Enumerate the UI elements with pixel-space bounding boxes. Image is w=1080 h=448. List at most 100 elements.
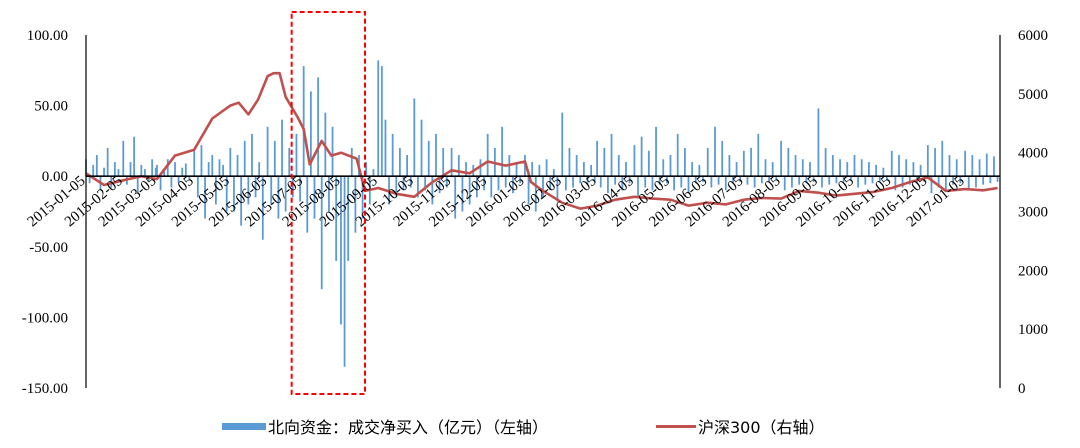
- net-buy-bar: [450, 147, 453, 177]
- left-tick-label: 0.00: [42, 169, 68, 185]
- net-buy-bar: [875, 164, 878, 177]
- net-buy-bar: [545, 159, 548, 177]
- net-buy-bar: [512, 176, 514, 194]
- net-buy-bar: [340, 176, 342, 325]
- net-buy-bar: [878, 176, 881, 182]
- net-buy-bar: [857, 176, 859, 188]
- net-buy-bar: [621, 176, 624, 191]
- net-buy-bar: [771, 162, 774, 177]
- net-buy-bar: [254, 176, 257, 198]
- net-buy-bar: [156, 164, 158, 177]
- net-buy-bar: [640, 136, 643, 177]
- net-buy-bar: [427, 140, 430, 177]
- net-buy-bar: [106, 147, 109, 177]
- net-buy-bar: [501, 126, 504, 177]
- net-buy-bar: [812, 176, 815, 182]
- net-buy-bar: [413, 98, 416, 177]
- net-buy-bar: [225, 176, 228, 212]
- left-axis-ticks: 100.00 50.00 0.00 -50.00 -100.00 -150.00: [22, 28, 68, 397]
- net-buy-bar: [204, 176, 206, 219]
- net-buy-bar: [95, 155, 98, 177]
- net-buy-bar: [258, 162, 261, 177]
- net-buy-bar: [993, 156, 995, 177]
- net-buy-bar: [651, 176, 654, 191]
- net-buy-bar: [461, 176, 464, 212]
- net-buy-bar: [894, 176, 897, 191]
- net-buy-bar: [596, 140, 599, 177]
- net-buy-bar: [905, 159, 908, 177]
- net-buy-bar: [764, 159, 767, 177]
- net-buy-bar: [930, 176, 933, 194]
- net-buy-bar: [475, 176, 478, 198]
- net-buy-bar: [335, 176, 338, 261]
- right-tick-label: 0: [1018, 381, 1026, 397]
- net-buy-bar: [760, 176, 763, 184]
- net-buy-bar: [912, 162, 915, 177]
- net-buy-bar: [721, 140, 724, 177]
- net-buy-bar: [347, 176, 350, 261]
- net-buy-bar: [702, 176, 704, 182]
- net-buy-bar: [284, 176, 287, 212]
- left-tick-label: 100.00: [27, 28, 68, 44]
- net-buy-bar: [982, 176, 985, 185]
- net-buy-bar: [944, 176, 947, 191]
- net-buy-bar: [144, 169, 146, 177]
- net-buy-bar: [644, 176, 647, 188]
- net-buy-bar: [174, 162, 176, 177]
- net-buy-bar: [882, 167, 885, 177]
- net-buy-bar: [214, 176, 217, 205]
- net-buy-bar: [603, 147, 606, 177]
- net-buy-bar: [538, 164, 541, 177]
- net-buy-bar: [676, 133, 679, 177]
- left-tick-label: 50.00: [34, 99, 68, 115]
- net-buy-bar: [794, 155, 797, 177]
- net-buy-bar: [886, 176, 888, 181]
- net-buy-bar: [117, 169, 120, 177]
- net-buy-bar: [454, 176, 457, 219]
- net-buy-bar: [281, 119, 283, 177]
- net-buy-bar: [247, 176, 250, 205]
- net-buy-bar: [680, 176, 683, 188]
- net-buy-bar: [384, 119, 387, 177]
- right-tick-label: 2000: [1018, 263, 1048, 279]
- net-buy-bar: [926, 145, 929, 177]
- legend-label-line: 沪深300（右轴）: [698, 418, 825, 437]
- net-buy-bar: [582, 162, 585, 177]
- net-buy-bar: [835, 176, 838, 184]
- net-buy-bar: [967, 176, 970, 191]
- net-buy-bar: [465, 162, 467, 177]
- net-buy-bar: [694, 176, 697, 184]
- net-buy-bar: [662, 159, 665, 177]
- net-buy-bar: [151, 159, 154, 177]
- net-buy-bar: [222, 164, 224, 177]
- net-buy-bar: [801, 159, 804, 177]
- net-buy-bar: [365, 162, 368, 177]
- highlight-box-rect: [290, 11, 367, 395]
- net-buy-bar: [742, 150, 745, 177]
- net-buy-bar: [211, 155, 214, 177]
- net-buy-bar: [780, 140, 783, 177]
- net-buy-bar: [901, 176, 904, 188]
- net-buy-bar: [159, 176, 162, 191]
- hs300-line: [85, 71, 998, 210]
- net-buy-bar: [193, 150, 196, 177]
- net-buy-bar: [110, 176, 113, 188]
- net-buy-bar: [919, 164, 922, 177]
- net-buy-bar: [343, 176, 346, 367]
- net-buy-bar: [261, 176, 264, 240]
- net-buy-bar: [732, 176, 734, 184]
- net-buy-bar: [805, 176, 808, 184]
- net-buy-bar: [673, 176, 675, 191]
- net-buy-bar: [133, 136, 136, 177]
- net-buy-bar: [438, 176, 441, 194]
- legend-swatch-line: [656, 424, 696, 428]
- net-buy-bar: [313, 176, 316, 219]
- net-buy-bar: [809, 162, 811, 177]
- net-buy-bar: [273, 140, 276, 177]
- net-buy-bar: [277, 176, 280, 219]
- net-buy-bar: [243, 140, 246, 177]
- net-buy-bar: [846, 162, 849, 177]
- highlight-box: [290, 11, 367, 395]
- net-buy-bar: [959, 176, 962, 184]
- net-buy-bar: [714, 126, 716, 177]
